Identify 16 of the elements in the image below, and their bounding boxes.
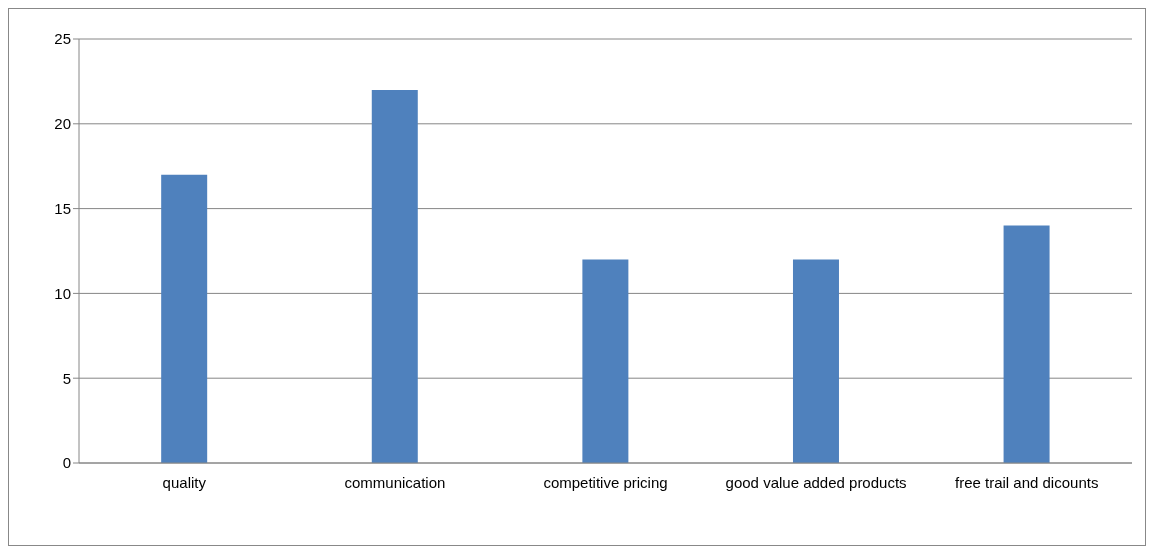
x-tick-label: good value added products (725, 473, 907, 491)
bar (161, 174, 208, 463)
x-tick-label: quality (162, 473, 207, 491)
y-tick-label: 0 (62, 454, 71, 472)
y-tick-label: 25 (54, 30, 71, 48)
x-tick-label: free trail and dicounts (954, 473, 1099, 491)
y-tick-label: 15 (54, 199, 71, 217)
bar (792, 259, 839, 463)
y-tick-label: 5 (62, 369, 71, 387)
x-tick-label: competitive pricing (543, 473, 668, 491)
bar (1003, 225, 1050, 463)
x-tick-label: communication (344, 473, 446, 491)
y-tick-label: 10 (54, 284, 71, 302)
bar (371, 89, 418, 463)
bar (582, 259, 629, 463)
y-tick-label: 20 (54, 115, 71, 133)
